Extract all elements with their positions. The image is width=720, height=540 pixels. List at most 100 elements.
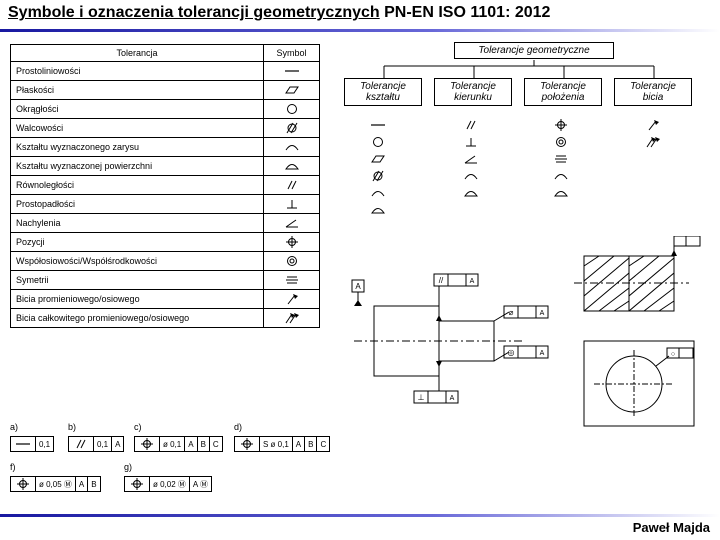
tolerance-name: Prostoliniowości: [11, 62, 264, 81]
title-main: Symbole i oznaczenia tolerancji geometry…: [8, 4, 380, 21]
table-row: Okrągłości: [11, 100, 320, 119]
hier-symbol-icon: [552, 167, 570, 185]
table-row: Kształtu wyznaczonej powierzchni: [11, 157, 320, 176]
hier-symbol-icon: [552, 133, 570, 151]
fcf-value: C: [317, 437, 330, 452]
hier-connectors: [344, 60, 694, 80]
fcf-value: A: [75, 477, 87, 492]
svg-text:A: A: [540, 350, 545, 357]
tolerance-name: Nachylenia: [11, 214, 264, 233]
fcf-frame: ø 0,02 ⓂA Ⓜ: [124, 476, 212, 492]
svg-text://: //: [439, 276, 444, 285]
fcf-value: A: [292, 437, 304, 452]
fcf-value: C: [209, 437, 222, 452]
hier-root: Tolerancje geometryczne: [454, 42, 614, 59]
hier-symbol-icon: [552, 184, 570, 202]
tolerance-name: Kształtu wyznaczonego zarysu: [11, 138, 264, 157]
fcf-label: d): [234, 422, 242, 432]
hier-symbol-icon: [552, 116, 570, 134]
tolerance-symbol-icon: [264, 119, 320, 138]
page-footer: Paweł Majda: [0, 514, 720, 540]
fcf-label: g): [124, 462, 132, 472]
hier-symbol-icon: [462, 167, 480, 185]
fcf-value: A: [112, 437, 124, 452]
fcf-label: b): [68, 422, 76, 432]
hier-symbol-icon: [462, 116, 480, 134]
fcf-value: B: [305, 437, 317, 452]
hier-symbol-icon: [462, 133, 480, 151]
tolerance-symbol-icon: [264, 252, 320, 271]
hier-child-3: Tolerancje bicia: [614, 78, 692, 106]
fcf-symbol-icon: [11, 437, 36, 452]
table-row: Współosiowości/Współśrodkowości: [11, 252, 320, 271]
fcf-value: B: [197, 437, 209, 452]
tolerance-symbol-icon: [264, 271, 320, 290]
table-row: Bicia promieniowego/osiowego: [11, 290, 320, 309]
hier-child-0: Tolerancje kształtu: [344, 78, 422, 106]
hier-symbol-icon: [369, 150, 387, 168]
tolerance-table: TolerancjaSymbol ProstoliniowościPłaskoś…: [10, 44, 320, 328]
fcf-value: B: [88, 477, 100, 492]
svg-text:○: ○: [671, 351, 675, 358]
author-name: Paweł Majda: [633, 520, 710, 535]
fcf-label: f): [10, 462, 16, 472]
fcf-symbol-icon: [135, 437, 160, 452]
fcf-frame: S ø 0,1ABC: [234, 436, 330, 452]
hier-symbol-icon: [369, 116, 387, 134]
svg-text:A: A: [540, 310, 545, 317]
hier-symbol-icon: [644, 133, 662, 151]
table-row: Nachylenia: [11, 214, 320, 233]
hier-symbol-icon: [369, 184, 387, 202]
fcf-value: 0,1: [94, 437, 112, 452]
fcf-symbol-icon: [69, 437, 94, 452]
tolerance-symbol-icon: [264, 233, 320, 252]
table-row: Prostopadłości: [11, 195, 320, 214]
table-row: Kształtu wyznaczonego zarysu: [11, 138, 320, 157]
svg-text:A: A: [470, 278, 475, 285]
tolerance-symbol-icon: [264, 176, 320, 195]
fcf-frame: ø 0,05 ⓂAB: [10, 476, 101, 492]
tolerance-name: Kształtu wyznaczonej powierzchni: [11, 157, 264, 176]
th-tolerance: Tolerancja: [11, 45, 264, 62]
tolerance-name: Płaskości: [11, 81, 264, 100]
tolerance-symbol-icon: [264, 138, 320, 157]
hier-symbol-icon: [552, 150, 570, 168]
fcf-label: a): [10, 422, 18, 432]
fcf-symbol-icon: [11, 477, 36, 492]
technical-drawing-section: [574, 236, 704, 326]
tolerance-name: Pozycji: [11, 233, 264, 252]
fcf-value: ø 0,02 Ⓜ: [150, 477, 190, 492]
table-row: Symetrii: [11, 271, 320, 290]
fcf-value: ø 0,05 Ⓜ: [36, 477, 76, 492]
tolerance-name: Bicia promieniowego/osiowego: [11, 290, 264, 309]
table-row: Równoległości: [11, 176, 320, 195]
hier-child-1: Tolerancje kierunku: [434, 78, 512, 106]
fcf-value: A: [185, 437, 197, 452]
hier-symbol-icon: [644, 116, 662, 134]
tolerance-symbol-icon: [264, 214, 320, 233]
tolerance-symbol-icon: [264, 309, 320, 328]
title-suffix: PN-EN ISO 1101: 2012: [380, 4, 551, 21]
tolerance-name: Walcowości: [11, 119, 264, 138]
tolerance-name: Symetrii: [11, 271, 264, 290]
fcf-symbol-icon: [235, 437, 260, 452]
svg-text:⊥: ⊥: [418, 393, 425, 402]
hier-child-2: Tolerancje położenia: [524, 78, 602, 106]
fcf-frame: 0,1A: [68, 436, 124, 452]
table-row: Pozycji: [11, 233, 320, 252]
fcf-frame: ø 0,1ABC: [134, 436, 223, 452]
tolerance-symbol-icon: [264, 100, 320, 119]
tolerance-symbol-icon: [264, 195, 320, 214]
svg-text:A: A: [450, 395, 455, 402]
technical-drawing-shaft: A //A ⌀A ◎A ⊥A: [344, 266, 564, 416]
tolerance-symbol-icon: [264, 290, 320, 309]
th-symbol: Symbol: [264, 45, 320, 62]
page-title: Symbole i oznaczenia tolerancji geometry…: [0, 0, 720, 32]
hier-symbol-icon: [369, 167, 387, 185]
tolerance-name: Bicia całkowitego promieniowego/osiowego: [11, 309, 264, 328]
fcf-value: 0,1: [36, 437, 54, 452]
tolerance-name: Równoległości: [11, 176, 264, 195]
table-row: Płaskości: [11, 81, 320, 100]
tolerance-symbol-icon: [264, 81, 320, 100]
fcf-label: c): [134, 422, 142, 432]
